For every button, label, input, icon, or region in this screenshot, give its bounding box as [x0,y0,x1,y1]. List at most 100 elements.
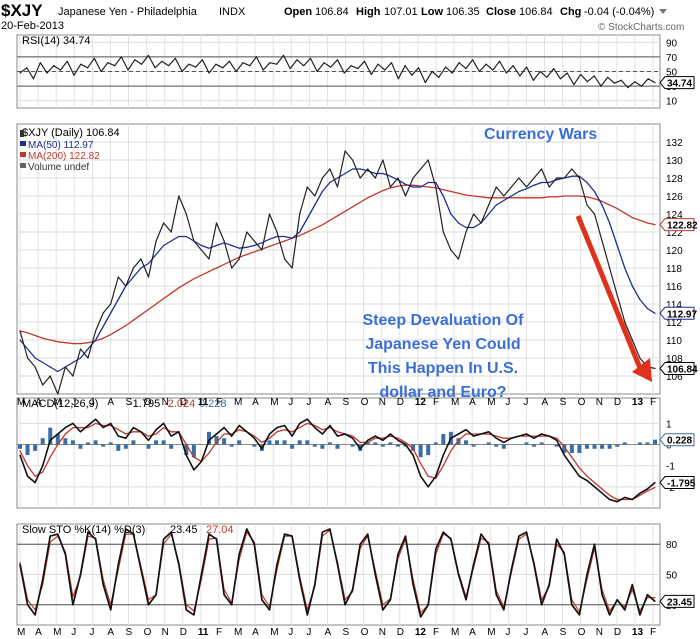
ma200-line-point [102,337,104,339]
x-tick-label: J [306,627,311,638]
x-tick-label: J [288,627,293,638]
ma200-line-point [42,337,44,339]
rsi-line-point [620,79,622,81]
ma200-line-point [72,343,74,345]
sto-k-line-point [34,614,36,616]
value-tag-label-rsi: 34.74 [667,79,692,90]
macd-line-point [299,422,301,424]
macd-line-point [442,454,444,456]
sto-k-line-point [117,563,119,566]
ma200-line-point [571,195,573,197]
macd-line-point [110,422,112,424]
rsi-line-point [195,66,197,68]
x-tick-label: S [560,627,567,638]
ma200-line-point [382,190,384,192]
open-label: Open [284,6,312,18]
ma50-line-point [34,357,36,359]
ma50-line-point [624,267,626,269]
ma200-line-point [200,274,203,276]
ma50-line-point [616,244,618,247]
ma50-line-point [140,267,142,269]
price-line-point [344,150,346,152]
y-tick-label-price: 116 [666,282,682,293]
macd-signal-line-point [352,435,354,437]
x-tick-label: J [505,397,510,408]
macd-histogram-bar [494,444,499,447]
macd-signal-line-point [215,441,218,444]
macd-line-point [200,460,203,463]
ma50-line-point [253,244,255,247]
macd-histogram-bar [214,436,219,445]
sto-k-line-point [215,538,218,540]
rsi-line-point [255,56,258,58]
rsi-line-point [26,67,28,69]
rsi-line-point [303,65,305,67]
macd-line-point [231,435,233,437]
price-line-point [200,249,203,251]
change-value: -0.04 (-0.04%) [584,6,654,18]
x-tick-label: S [126,397,133,408]
ma50-line-point [518,190,520,193]
sto-k-line-point [472,563,475,566]
rsi-line-point [289,67,291,70]
macd-histogram-bar [395,444,400,447]
sto-d-line [19,529,655,614]
ma50-line-point [200,244,203,247]
macd-signal-line-point [404,441,407,444]
rsi-line-point [593,75,595,77]
macd-line-point [359,448,361,450]
ma50-line-point [117,298,119,301]
macd-signal-line-point [72,427,74,429]
sto-k-line-point [223,594,225,596]
macd-signal-line-point [125,433,127,435]
ma50-line-point [132,276,134,278]
ma200-line-point [26,332,29,334]
sto-k-line-point [609,614,611,616]
ma50-line-point [246,246,248,248]
macd-histogram-bar [592,444,597,449]
ma50-line-point [42,361,44,364]
ma200-line-point [480,196,482,198]
price-line-point [503,195,505,197]
macd-line-point [155,429,157,431]
rsi-line-point [580,73,582,76]
value-tag-price [659,218,695,232]
macd-line-point [601,492,603,494]
macd-line-point [291,435,293,437]
macd-line-point [125,437,127,439]
macd-line-point [435,475,437,477]
rsi-line-point [46,72,48,74]
rsi-line-point [370,73,372,76]
macd-histogram-bar [305,440,310,445]
sto-k-line-point [314,584,316,586]
sto-k-line-point [283,533,286,535]
sto-k-line-point [420,616,422,618]
ma50-line-point [314,204,316,206]
x-tick-label: 13 [632,627,644,638]
rsi-line-point [336,59,339,61]
ma200-line-point [283,240,286,242]
ma200-line-point [609,204,611,206]
chart-menu-icon[interactable] [659,9,667,14]
macd-signal-line-point [616,498,618,501]
sto-d-line-point [609,610,611,612]
macd-histogram-bar [532,444,537,447]
price-line-point [336,186,339,188]
ma50-line-point [609,222,611,224]
sto-k-line-point [616,599,618,601]
low-value: 106.35 [446,6,480,18]
macd-line-point [268,433,271,435]
macd-line-point [639,492,641,494]
ma50-line-point [541,181,543,184]
macd-legend-macd: -1.795 [129,398,160,410]
ma200-line-point [472,195,475,197]
ma50-line-point [299,231,301,233]
ma50-line-point [79,357,82,359]
macd-histogram-bar [55,433,60,445]
sto-k-line-point [533,563,535,566]
macd-histogram-bar [426,444,431,456]
macd-histogram-bar [645,442,650,445]
macd-signal-line-point [42,471,44,473]
price-line-point [609,267,611,269]
macd-line-point [563,454,565,456]
